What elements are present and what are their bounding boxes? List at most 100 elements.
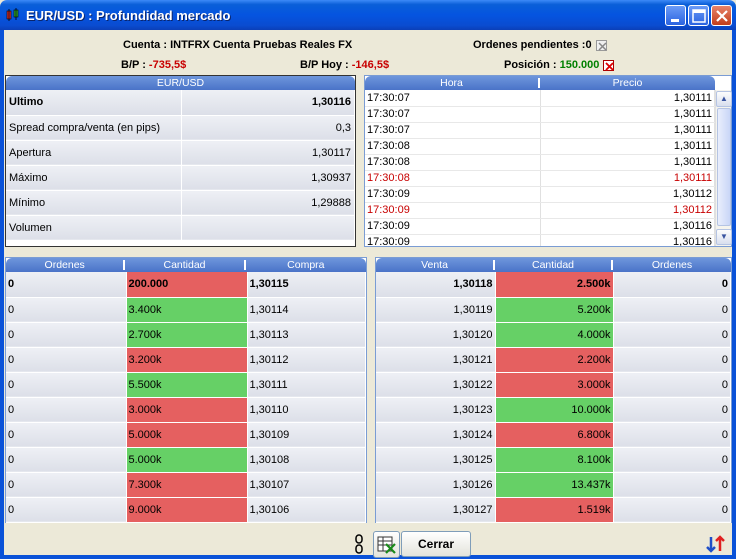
bid-quantity: 3.200k (126, 347, 248, 373)
stats-label: Spread compra/venta (en pips) (6, 115, 182, 141)
ask-depth-table: 1,30118 2.500k 0 1,30119 5.200k 0 1,30120 4.000… (376, 272, 731, 523)
link-icon[interactable] (353, 533, 365, 555)
stats-row: Ultimo 1,30116 (6, 90, 355, 116)
bid-price: 1,30114 (247, 297, 366, 323)
pl-label: B/P : (121, 59, 146, 71)
bid-price: 1,30109 (247, 422, 366, 448)
column-header-hora[interactable]: Hora (365, 78, 540, 88)
ask-quantity: 3.000k (495, 372, 614, 398)
column-header-cantidad[interactable]: Cantidad (125, 260, 246, 270)
vertical-splitter-bottom[interactable] (368, 257, 374, 523)
trade-time: 17:30:09 (365, 186, 541, 203)
trades-scrollbar[interactable]: ▲ ▼ (715, 90, 732, 246)
stats-label: Apertura (6, 140, 182, 166)
horizontal-splitter[interactable] (5, 248, 732, 256)
stats-value: 0,3 (181, 115, 355, 141)
ask-row[interactable]: 1,30120 4.000k 0 (376, 322, 731, 348)
ask-row[interactable]: 1,30118 2.500k 0 (376, 272, 731, 298)
ask-quantity: 4.000k (495, 322, 614, 348)
ask-price: 1,30118 (376, 272, 496, 298)
cancel-pending-orders-button[interactable] (595, 39, 607, 51)
ask-price: 1,30123 (376, 397, 496, 423)
bid-price: 1,30107 (247, 472, 366, 498)
maximize-button[interactable] (688, 5, 709, 26)
trade-row: 17:30:08 1,30111 (365, 170, 715, 187)
bid-row[interactable]: 0 5.000k 1,30109 (6, 422, 366, 448)
bid-price: 1,30112 (247, 347, 366, 373)
ask-row[interactable]: 1,30119 5.200k 0 (376, 297, 731, 323)
ask-row[interactable]: 1,30126 13.437k 0 (376, 472, 731, 498)
bid-row[interactable]: 0 5.000k 1,30108 (6, 447, 366, 473)
ask-price: 1,30126 (376, 472, 496, 498)
column-header-precio[interactable]: Precio (612, 77, 643, 89)
ask-orders: 0 (613, 347, 731, 373)
close-icon (716, 10, 728, 22)
ask-quantity: 1.519k (495, 497, 614, 523)
column-header-compra[interactable]: Compra (287, 259, 325, 271)
bid-quantity: 2.700k (126, 322, 248, 348)
ask-row[interactable]: 1,30123 10.000k 0 (376, 397, 731, 423)
ask-row[interactable]: 1,30125 8.100k 0 (376, 447, 731, 473)
ask-orders: 0 (613, 272, 731, 298)
scroll-down-button[interactable]: ▼ (716, 229, 732, 245)
ask-quantity: 13.437k (495, 472, 614, 498)
close-icon (598, 42, 607, 51)
close-window-button[interactable] (711, 5, 732, 26)
bid-row[interactable]: 0 5.500k 1,30111 (6, 372, 366, 398)
ask-price: 1,30122 (376, 372, 496, 398)
stats-label: Ultimo (6, 90, 182, 116)
ask-orders: 0 (613, 422, 731, 448)
stats-row: Mínimo 1,29888 (6, 190, 355, 216)
ask-row[interactable]: 1,30124 6.800k 0 (376, 422, 731, 448)
column-header-ordenes[interactable]: Ordenes (6, 260, 126, 270)
column-header-venta[interactable]: Venta (376, 260, 495, 270)
bid-quantity: 200.000 (126, 272, 248, 298)
bid-price: 1,30106 (247, 497, 366, 523)
ask-orders: 0 (613, 447, 731, 473)
bid-row[interactable]: 0 7.300k 1,30107 (6, 472, 366, 498)
title-bar[interactable]: EUR/USD : Profundidad mercado (0, 0, 736, 30)
bid-row[interactable]: 0 2.700k 1,30113 (6, 322, 366, 348)
stats-row: Máximo 1,30937 (6, 165, 355, 191)
bid-depth-panel: Ordenes Cantidad Compra 0 200.000 1,30115 0… (5, 257, 367, 523)
minimize-button[interactable] (665, 5, 686, 26)
ask-row[interactable]: 1,30121 2.200k 0 (376, 347, 731, 373)
column-header-ordenes[interactable]: Ordenes (651, 259, 693, 271)
close-button[interactable]: Cerrar (401, 531, 471, 557)
bid-quantity: 5.000k (126, 422, 248, 448)
ask-orders: 0 (613, 297, 731, 323)
bid-quantity: 3.000k (126, 397, 248, 423)
trade-price: 1,30112 (540, 202, 715, 219)
ask-row[interactable]: 1,30122 3.000k 0 (376, 372, 731, 398)
ask-row[interactable]: 1,30127 1.519k 0 (376, 497, 731, 523)
time-and-sales-header: Hora Precio (365, 76, 715, 90)
time-and-sales-panel: Hora Precio 17:30:07 1,30111 17:30:07 1,301… (364, 75, 732, 247)
bid-row[interactable]: 0 3.000k 1,30110 (6, 397, 366, 423)
spreadsheet-export-button[interactable] (373, 531, 400, 558)
close-position-button[interactable] (603, 59, 615, 71)
scroll-thumb[interactable] (717, 108, 731, 226)
bid-row[interactable]: 0 9.000k 1,30106 (6, 497, 366, 523)
vertical-splitter-top[interactable] (357, 75, 363, 247)
bid-row[interactable]: 0 200.000 1,30115 (6, 272, 366, 298)
ask-quantity: 10.000k (495, 397, 614, 423)
trade-time: 17:30:08 (365, 138, 541, 155)
sort-arrows-icon[interactable] (704, 533, 728, 555)
scroll-up-button[interactable]: ▲ (716, 91, 732, 107)
bid-price: 1,30110 (247, 397, 366, 423)
bid-row[interactable]: 0 3.200k 1,30112 (6, 347, 366, 373)
pl-value: -735,5$ (148, 59, 187, 71)
stats-label: Volumen (6, 215, 182, 241)
column-header-cantidad[interactable]: Cantidad (495, 260, 613, 270)
position-info: Posición : 150.000 (504, 59, 615, 71)
pl-info: B/P : -735,5$ (121, 59, 186, 71)
maximize-icon (692, 9, 706, 23)
bid-row[interactable]: 0 3.400k 1,30114 (6, 297, 366, 323)
ask-quantity: 2.500k (495, 272, 614, 298)
trade-time: 17:30:08 (365, 170, 541, 187)
trade-row: 17:30:08 1,30111 (365, 154, 715, 171)
bid-price: 1,30115 (247, 272, 366, 298)
stats-value: 1,29888 (181, 190, 355, 216)
bid-depth-table: 0 200.000 1,30115 0 3.400k 1,30114 0 2.700k 1,30… (6, 272, 366, 523)
pending-orders: Ordenes pendientes :0 (473, 39, 607, 51)
